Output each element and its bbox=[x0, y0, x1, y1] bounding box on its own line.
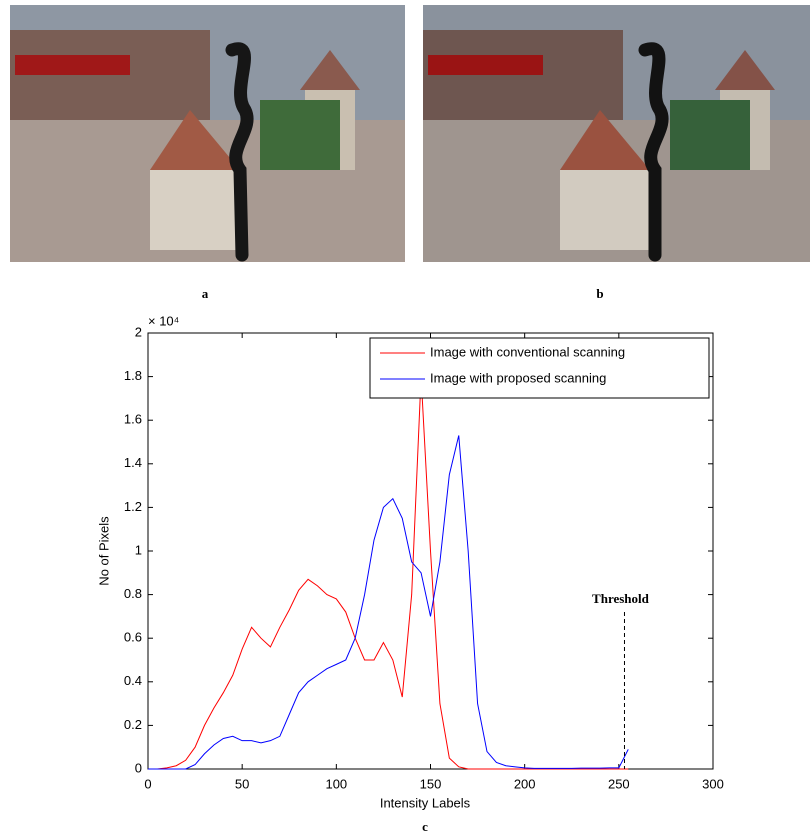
y-tick-label: 1.8 bbox=[124, 368, 142, 383]
series-line bbox=[148, 435, 629, 770]
legend-label: Image with proposed scanning bbox=[430, 370, 606, 385]
y-tick-label: 1.6 bbox=[124, 412, 142, 427]
panel-label: c bbox=[422, 819, 428, 834]
x-tick-label: 50 bbox=[235, 776, 249, 791]
y-tick-label: 0 bbox=[135, 760, 142, 775]
x-tick-label: 100 bbox=[325, 776, 347, 791]
y-axis-label: No of Pixels bbox=[96, 516, 111, 586]
x-tick-label: 250 bbox=[608, 776, 630, 791]
y-tick-label: 1 bbox=[135, 542, 142, 557]
y-tick-label: 0.4 bbox=[124, 673, 142, 688]
y-tick-label: 1.2 bbox=[124, 499, 142, 514]
legend-label: Image with conventional scanning bbox=[430, 344, 625, 359]
y-tick-label: 0.2 bbox=[124, 717, 142, 732]
annotation: Threshold bbox=[592, 591, 650, 606]
y-tick-label: 0.8 bbox=[124, 586, 142, 601]
y-tick-label: 1.4 bbox=[124, 455, 142, 470]
y-tick-label: 2 bbox=[135, 324, 142, 339]
x-tick-label: 300 bbox=[702, 776, 724, 791]
series-line bbox=[148, 376, 629, 770]
x-tick-label: 150 bbox=[420, 776, 442, 791]
x-tick-label: 0 bbox=[144, 776, 151, 791]
panel-label: b bbox=[596, 286, 603, 301]
photo-b bbox=[423, 5, 810, 262]
x-axis-label: Intensity Labels bbox=[380, 795, 471, 810]
y-tick-label: 0.6 bbox=[124, 630, 142, 645]
legend-box bbox=[369, 337, 710, 399]
x-tick-label: 200 bbox=[514, 776, 536, 791]
panel-label: a bbox=[202, 286, 209, 301]
y-scale-label: × 10⁴ bbox=[148, 313, 179, 328]
photo-a bbox=[10, 5, 405, 262]
